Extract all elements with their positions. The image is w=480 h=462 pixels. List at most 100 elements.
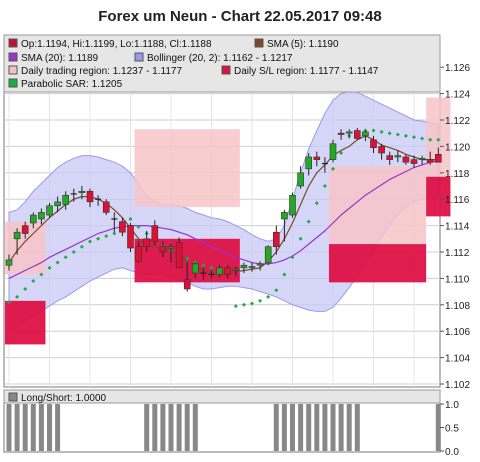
candle-body (353, 130, 361, 139)
long-short-bar (273, 404, 279, 451)
moving-averages (8, 135, 439, 279)
y-tick-label: 1.116 (445, 195, 470, 206)
long-short-bar (338, 404, 344, 451)
daily-sl-region (328, 244, 427, 283)
candle-body (313, 156, 321, 160)
sar-point (241, 302, 246, 307)
long-short-bar (160, 404, 166, 451)
y-tick-label: 1.114 (445, 222, 470, 233)
y-tick-label: 1.112 (445, 248, 470, 259)
candle-body (86, 190, 94, 203)
y-tick-label: 1.122 (445, 116, 470, 127)
sar-point (436, 137, 441, 142)
candle-body (329, 143, 337, 160)
sar-point (322, 184, 327, 188)
legend-swatch (134, 52, 144, 62)
candle-body (297, 172, 304, 187)
sar-point (39, 272, 44, 277)
long-short-bar (30, 404, 36, 451)
long-short-swatch (8, 392, 18, 402)
sar-point (387, 131, 392, 136)
y-tick-label: 1.104 (445, 354, 470, 365)
candle-body (386, 155, 394, 160)
candle-body (183, 279, 191, 290)
sar-point (331, 166, 335, 171)
long-short-bar (306, 404, 312, 451)
candle-body (256, 263, 264, 266)
long-short-bar (144, 404, 150, 451)
long-short-tick-label: 1.0 (445, 400, 459, 411)
legend-label: Parabolic SAR: 1.1205 (21, 79, 123, 90)
legend-swatch (8, 78, 18, 88)
long-short-bar (298, 404, 304, 451)
sar-point (201, 263, 206, 268)
y-tick-label: 1.118 (445, 169, 470, 180)
long-short-bar (354, 404, 360, 451)
candle-body (78, 190, 86, 193)
long-short-bar (176, 404, 182, 451)
candle-body (232, 268, 240, 271)
candle-body (281, 212, 288, 220)
long-short-header (3, 389, 441, 404)
long-short-bar (192, 404, 198, 451)
sar-point (258, 298, 263, 303)
daily-trading-region (328, 166, 427, 245)
sar-point (112, 231, 117, 236)
long-short-bar (346, 404, 352, 451)
daily-regions (4, 97, 451, 345)
sar-point (71, 250, 76, 254)
long-short-bar (290, 404, 295, 451)
candle-body (54, 201, 61, 207)
chart-title: Forex um Neun - Chart 22.05.2017 09:48 (98, 8, 381, 25)
sar-point (88, 239, 92, 244)
sar-point (31, 279, 36, 284)
candle-body (29, 214, 37, 224)
sar-point (420, 136, 425, 141)
long-short-bar (322, 404, 328, 451)
candle-body (135, 246, 142, 262)
long-short-label: Long/Short: 1.0000 (21, 393, 107, 404)
sma20-line (8, 160, 439, 279)
candle-body (62, 194, 70, 205)
candle-body (434, 154, 442, 163)
sar-point (128, 217, 133, 221)
sar-point (15, 294, 20, 299)
candle-body (21, 225, 29, 234)
long-short-bar (330, 404, 336, 451)
legend-swatch (254, 38, 264, 48)
candle-body (151, 225, 159, 242)
daily-sl-region (426, 176, 451, 217)
candle-body (426, 159, 434, 163)
long-short-bar (281, 404, 287, 451)
sar-point (339, 151, 344, 155)
y-tick-label: 1.102 (445, 380, 470, 391)
legend-swatch (8, 52, 18, 62)
legend: Op:1.1194, Hi:1.1199, Lo:1.1188, Cl:1.11… (8, 38, 379, 90)
long-short-bar (38, 404, 44, 451)
y-tick-label: 1.124 (445, 90, 470, 101)
candle-body (337, 132, 345, 135)
long-short-bar (152, 404, 158, 451)
sar-point (290, 255, 295, 260)
sar-point (55, 260, 60, 265)
sar-point (136, 224, 141, 229)
sar-point (104, 234, 109, 239)
candle-body (175, 242, 183, 269)
legend-label: Bollinger (20, 2): 1.1162 - 1.1217 (147, 53, 293, 64)
candle-body (192, 263, 199, 274)
candle-body (38, 212, 45, 220)
candles (5, 127, 442, 292)
sar-point (250, 301, 254, 306)
candle-body (5, 259, 13, 266)
sar-point (96, 236, 101, 241)
candle-body (410, 159, 418, 164)
candle-body (119, 221, 126, 233)
candle-body (418, 157, 426, 160)
candle-body (46, 205, 53, 216)
long-short-bar (184, 404, 190, 451)
y-tick-label: 1.126 (445, 63, 470, 74)
candle-body (167, 246, 175, 249)
sar-point (63, 255, 68, 260)
